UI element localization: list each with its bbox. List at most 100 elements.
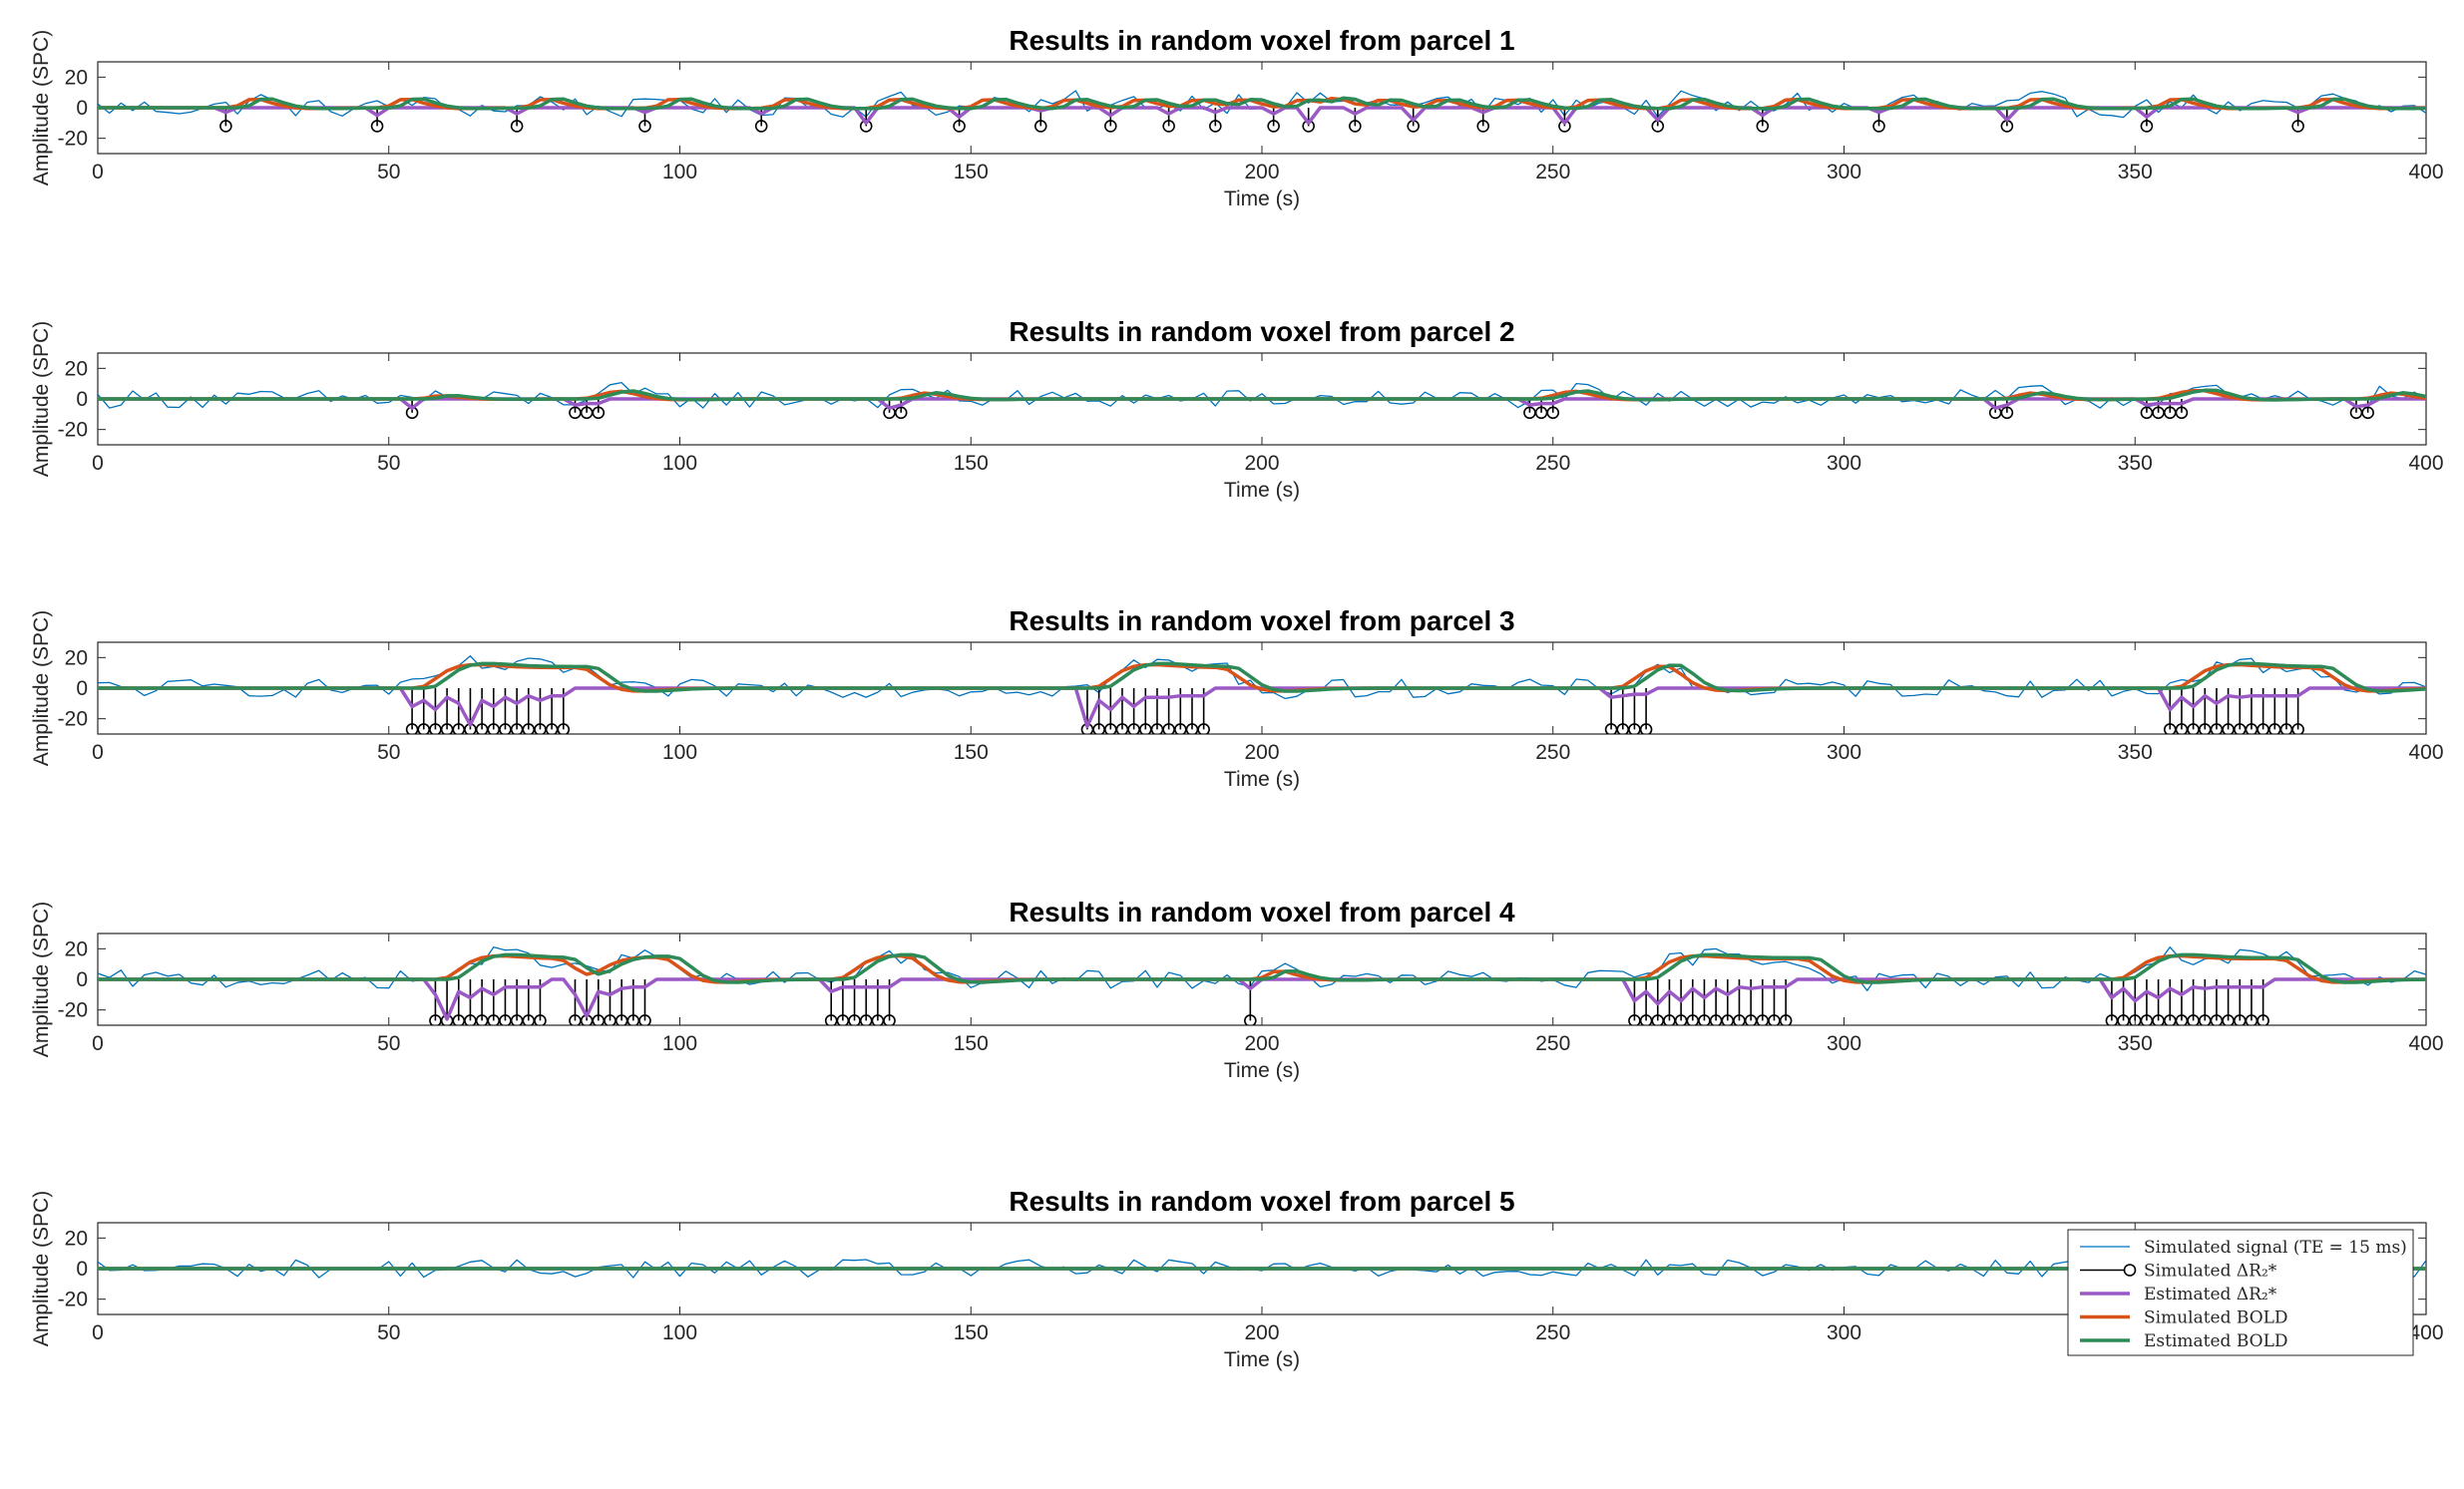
stem-marker-simulated-dr2	[1349, 120, 1362, 133]
x-axis-label: Time (s)	[1224, 1059, 1300, 1082]
x-tick-label: 350	[2118, 161, 2153, 184]
stem-marker-simulated-dr2	[1162, 120, 1175, 133]
stem-marker-simulated-dr2	[1872, 120, 1885, 133]
x-tick-label: 300	[1827, 452, 1861, 475]
x-tick-label: 100	[662, 161, 697, 184]
plot-area	[98, 945, 2426, 1025]
stem-marker-simulated-dr2	[638, 1014, 651, 1025]
x-tick-label: 100	[662, 1032, 697, 1055]
x-tick-label: 250	[1535, 452, 1570, 475]
stem-marker-simulated-dr2	[557, 723, 571, 734]
legend-swatch-marker	[2123, 1264, 2137, 1277]
x-tick-label: 200	[1244, 452, 1279, 475]
x-tick-label: 400	[2408, 1321, 2443, 1344]
panel-parcel-5: Results in random voxel from parcel 5 0 50…	[30, 1186, 2444, 1371]
x-tick-label: 200	[1244, 161, 1279, 184]
x-tick-label: 0	[92, 161, 104, 184]
x-tick-label: 200	[1244, 1032, 1279, 1055]
x-tick-label: 100	[662, 741, 697, 764]
stem-marker-simulated-dr2	[1476, 120, 1490, 133]
x-tick-label: 150	[954, 161, 989, 184]
stem-marker-simulated-dr2	[219, 120, 232, 133]
stem-marker-simulated-dr2	[1779, 1014, 1793, 1025]
x-tick-label: 150	[954, 741, 989, 764]
legend-item-signal: Simulated signal (TE = 15 ms)	[2080, 1238, 2407, 1258]
legend-item-sim_bold: Simulated BOLD	[2080, 1308, 2288, 1328]
series-estimated-bold	[98, 96, 2426, 111]
stem-marker-simulated-dr2	[2257, 1014, 2269, 1025]
x-tick-label: 200	[1244, 741, 1279, 764]
stem-marker-simulated-dr2	[638, 120, 651, 133]
series-simulated-signal	[98, 655, 2426, 700]
x-tick-label: 400	[2408, 161, 2443, 184]
y-axis-label: Amplitude (SPC)	[30, 1191, 53, 1346]
x-tick-label: 400	[2408, 1032, 2443, 1055]
x-axis-label: Time (s)	[1224, 768, 1300, 791]
legend-item-est_dr2: Estimated ΔR₂*	[2080, 1285, 2277, 1304]
stem-marker-simulated-dr2	[1209, 120, 1222, 133]
plot-area	[98, 381, 2426, 420]
x-tick-label: 50	[377, 1032, 400, 1055]
panel-parcel-2: Results in random voxel from parcel 2 0 50…	[30, 316, 2444, 502]
panel-title: Results in random voxel from parcel 1	[1009, 25, 1514, 56]
stem-marker-simulated-dr2	[1756, 120, 1770, 133]
series-simulated-signal	[98, 1259, 2426, 1279]
stem-marker-simulated-dr2	[2000, 406, 2014, 420]
x-axis-label: Time (s)	[1224, 1348, 1300, 1371]
x-tick-label: 50	[377, 161, 400, 184]
y-tick-label: 0	[76, 968, 88, 991]
x-tick-label: 300	[1827, 1032, 1861, 1055]
x-tick-label: 0	[92, 1321, 104, 1344]
plot-area	[98, 90, 2426, 133]
y-axis-label: Amplitude (SPC)	[30, 30, 53, 186]
series-estimated-bold	[98, 661, 2426, 693]
stem-marker-simulated-dr2	[2140, 120, 2154, 133]
stem-marker-simulated-dr2	[2291, 120, 2304, 133]
x-tick-label: 300	[1827, 741, 1861, 764]
series-estimated-bold	[98, 388, 2426, 402]
legend-item-est_bold: Estimated BOLD	[2080, 1331, 2288, 1351]
x-tick-label: 100	[662, 452, 697, 475]
y-tick-label: -20	[58, 999, 88, 1022]
y-tick-label: -20	[58, 1289, 88, 1311]
x-tick-label: 250	[1535, 1032, 1570, 1055]
y-tick-label: 0	[76, 97, 88, 120]
y-tick-label: 20	[65, 937, 88, 960]
stem-marker-simulated-dr2	[370, 120, 384, 133]
stem-marker-simulated-dr2	[1197, 723, 1210, 734]
y-axis-label: Amplitude (SPC)	[30, 610, 53, 766]
x-tick-label: 300	[1827, 1321, 1861, 1344]
x-tick-label: 250	[1535, 741, 1570, 764]
panel-parcel-4: Results in random voxel from parcel 4 0 50…	[30, 897, 2444, 1082]
x-axis-label: Time (s)	[1224, 187, 1300, 210]
legend: Simulated signal (TE = 15 ms) Simulated Δ…	[2067, 1229, 2414, 1356]
x-tick-label: 250	[1535, 161, 1570, 184]
stem-marker-simulated-dr2	[953, 120, 966, 133]
stem-marker-simulated-dr2	[883, 1014, 896, 1025]
x-tick-label: 400	[2408, 741, 2443, 764]
series-estimated-bold	[98, 952, 2426, 984]
stem-marker-simulated-dr2	[534, 1014, 547, 1025]
panel-title: Results in random voxel from parcel 5	[1009, 1186, 1514, 1217]
y-tick-label: 0	[76, 388, 88, 411]
x-tick-label: 50	[377, 1321, 400, 1344]
y-tick-label: 20	[65, 646, 88, 669]
x-tick-label: 200	[1244, 1321, 1279, 1344]
stem-marker-simulated-dr2	[1103, 120, 1117, 133]
y-tick-label: 20	[65, 357, 88, 380]
stem-marker-simulated-dr2	[1033, 120, 1047, 133]
x-tick-label: 0	[92, 1032, 104, 1055]
panel-parcel-3: Results in random voxel from parcel 3 0 50…	[30, 605, 2444, 791]
panel-parcel-1: Results in random voxel from parcel 1 0 50…	[30, 25, 2444, 210]
panel-title: Results in random voxel from parcel 4	[1009, 897, 1515, 928]
stem-marker-simulated-dr2	[2175, 406, 2189, 420]
y-tick-label: -20	[58, 128, 88, 151]
x-tick-label: 150	[954, 452, 989, 475]
legend-label-est_bold: Estimated BOLD	[2144, 1331, 2288, 1351]
legend-label-signal: Simulated signal (TE = 15 ms)	[2144, 1238, 2407, 1258]
stem-marker-simulated-dr2	[894, 406, 908, 420]
x-tick-label: 400	[2408, 452, 2443, 475]
stem-marker-simulated-dr2	[1639, 723, 1653, 734]
x-tick-label: 50	[377, 741, 400, 764]
